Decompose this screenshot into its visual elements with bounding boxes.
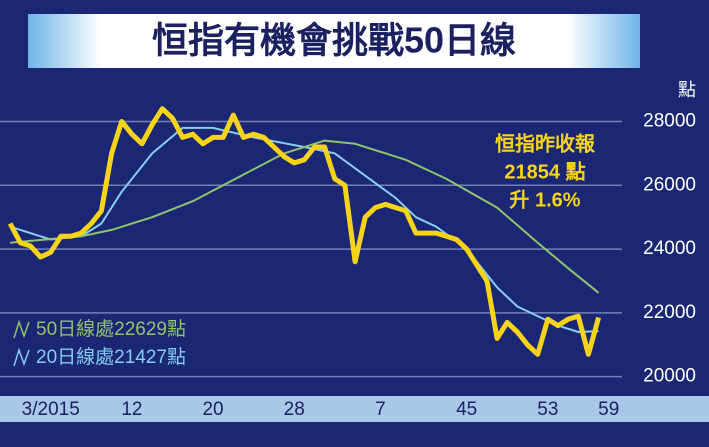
y-tick-label: 24000	[643, 238, 696, 259]
legend-label: 20日線處21427點	[36, 346, 186, 368]
series-line	[10, 139, 600, 294]
annotation: 恒指昨收報	[495, 131, 596, 155]
x-tick-label: 3/2015	[22, 399, 80, 420]
legend-icon	[13, 319, 30, 339]
legend-label: 50日線處22629點	[36, 318, 186, 340]
series-line	[9, 126, 599, 333]
y-tick-label: 26000	[643, 174, 696, 195]
x-tick-label: 12	[121, 399, 142, 420]
x-tick-label: 7	[375, 399, 386, 420]
x-tick-label: 59	[598, 399, 619, 420]
y-unit: 點	[678, 80, 696, 100]
x-tick-label: 28	[284, 399, 305, 420]
chart-title: 恒指有機會挑戰50日線	[152, 20, 516, 61]
y-tick-label: 28000	[643, 110, 696, 131]
annotation: 升 1.6%	[509, 188, 580, 211]
annotation: 21854 點	[504, 160, 585, 183]
x-axis-band	[0, 396, 709, 422]
series-line	[7, 106, 602, 357]
y-tick-label: 20000	[643, 366, 696, 387]
x-tick-label: 53	[537, 399, 558, 420]
legend-icon	[13, 347, 30, 367]
x-tick-label: 45	[456, 399, 477, 420]
x-tick-label: 20	[202, 399, 223, 420]
title-box	[28, 14, 640, 68]
y-tick-label: 22000	[643, 302, 696, 323]
